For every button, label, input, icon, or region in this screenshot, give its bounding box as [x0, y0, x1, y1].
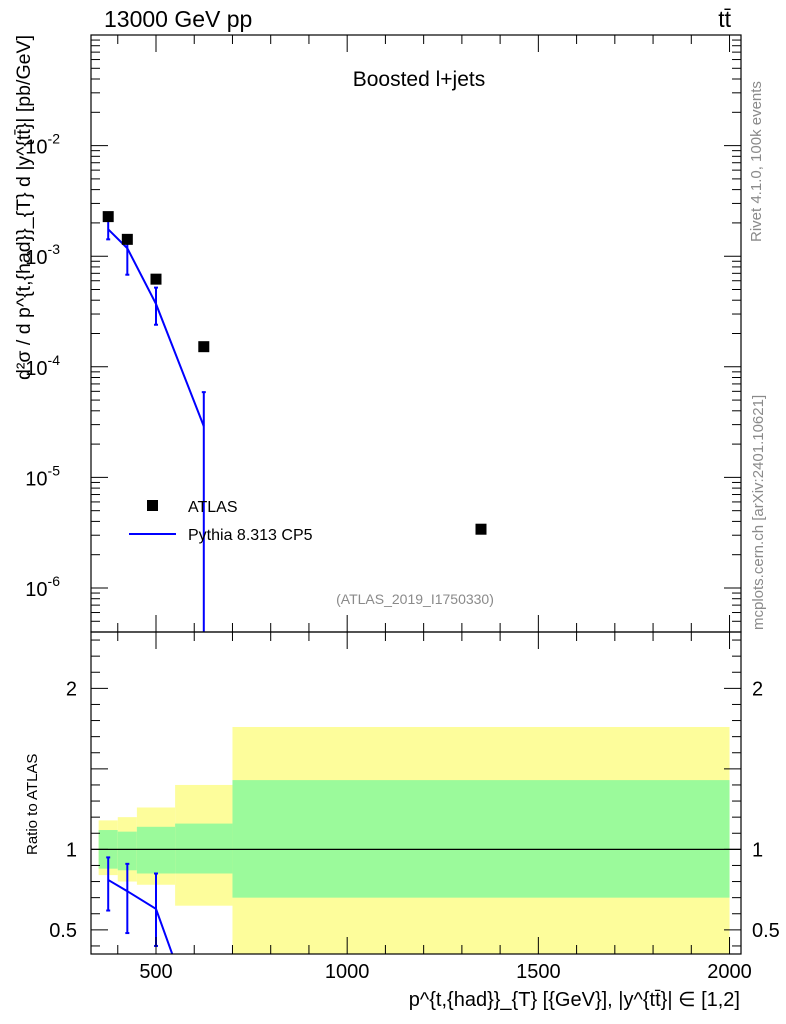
main-plot-panel: 10-210-310-410-510-6 Boosted l+jets (ATL… — [25, 34, 742, 633]
ratio-y-tick-label-right: 2 — [752, 678, 763, 700]
data-point — [121, 233, 133, 245]
x-tick-label: 1500 — [516, 961, 561, 983]
ratio-uncertainty-bands — [98, 726, 730, 954]
ratio-mc-line — [107, 879, 174, 954]
ratio-band-inner — [232, 780, 730, 898]
header-energy-label: 13000 GeV pp — [104, 6, 252, 32]
x-tick-label: 1000 — [325, 961, 370, 983]
ratio-plot-frame — [90, 631, 742, 955]
ratio-band-inner — [175, 823, 233, 874]
main-y-tick-label: 10-5 — [25, 462, 60, 490]
x-tick-label: 500 — [139, 961, 172, 983]
ratio-axis-ticks — [91, 632, 741, 954]
ratio-y-tick-label-right: 1 — [752, 839, 763, 861]
x-axis-label: p^{t,{had}}_{T} [{GeV}], |y^{tt̄}| ∈ [1,… — [409, 989, 740, 1011]
ratio-tick-labels: 0.5 0.5 1 1 2 2 500 1000 1500 2000 — [49, 678, 780, 983]
legend-marker-atlas — [147, 500, 158, 511]
ratio-band-inner — [117, 831, 137, 871]
main-series-group — [102, 211, 487, 632]
ratio-y-axis-label: Ratio to ATLAS — [24, 754, 41, 855]
rivet-version-label: Rivet 4.1.0, 100k events — [748, 81, 765, 242]
analysis-id-label: (ATLAS_2019_I1750330) — [336, 591, 494, 607]
legend: ATLAS Pythia 8.313 CP5 — [129, 499, 313, 544]
mcplots-label: mcplots.cern.ch [arXiv:2401.10621] — [750, 395, 767, 630]
main-y-tick-label: 10-6 — [25, 573, 60, 601]
ratio-y-tick-label: 1 — [66, 839, 77, 861]
ratio-y-tick-label: 0.5 — [49, 920, 77, 942]
data-point — [475, 523, 487, 535]
main-plot-frame — [90, 34, 742, 633]
plot-title: Boosted l+jets — [353, 68, 486, 91]
data-point — [198, 341, 210, 353]
main-axis-ticks — [91, 34, 741, 633]
mc-line — [107, 228, 205, 427]
main-y-axis-label: d²σ / d p^{t,{had}}_{T} d |y^{tt̄}| [pb/… — [14, 35, 35, 380]
data-point — [150, 273, 162, 285]
x-tick-label: 2000 — [707, 961, 752, 983]
ratio-y-tick-label-right: 0.5 — [752, 920, 780, 942]
ratio-series-group — [106, 856, 174, 954]
legend-label-pythia: Pythia 8.313 CP5 — [188, 527, 313, 544]
header-process-label: tt̄ — [718, 6, 731, 32]
ratio-y-tick-label: 2 — [66, 678, 77, 700]
legend-label-atlas: ATLAS — [188, 499, 238, 516]
ratio-band-inner — [136, 826, 176, 874]
ratio-plot-panel: 0.5 0.5 1 1 2 2 500 1000 1500 2000 — [49, 631, 780, 983]
data-point — [102, 211, 114, 223]
